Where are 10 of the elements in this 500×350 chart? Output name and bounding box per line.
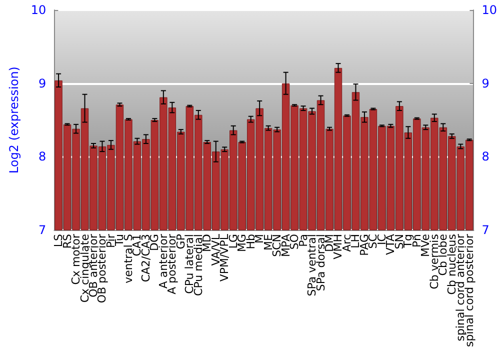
y2-tick-label: 10 xyxy=(482,3,498,17)
y-tick-label: 9 xyxy=(38,76,46,90)
y2-tick-label: 9 xyxy=(482,76,490,90)
y-tick-label: 10 xyxy=(30,3,46,17)
y2-tick-label: 8 xyxy=(482,150,490,164)
y-tick-label: 7 xyxy=(38,223,46,238)
y-tick-label: 8 xyxy=(38,150,46,164)
x-tick-label: A posterior xyxy=(166,234,179,294)
y2-tick-label: 7 xyxy=(482,223,490,238)
y-axis-title: Log2 (expression) xyxy=(7,66,21,174)
